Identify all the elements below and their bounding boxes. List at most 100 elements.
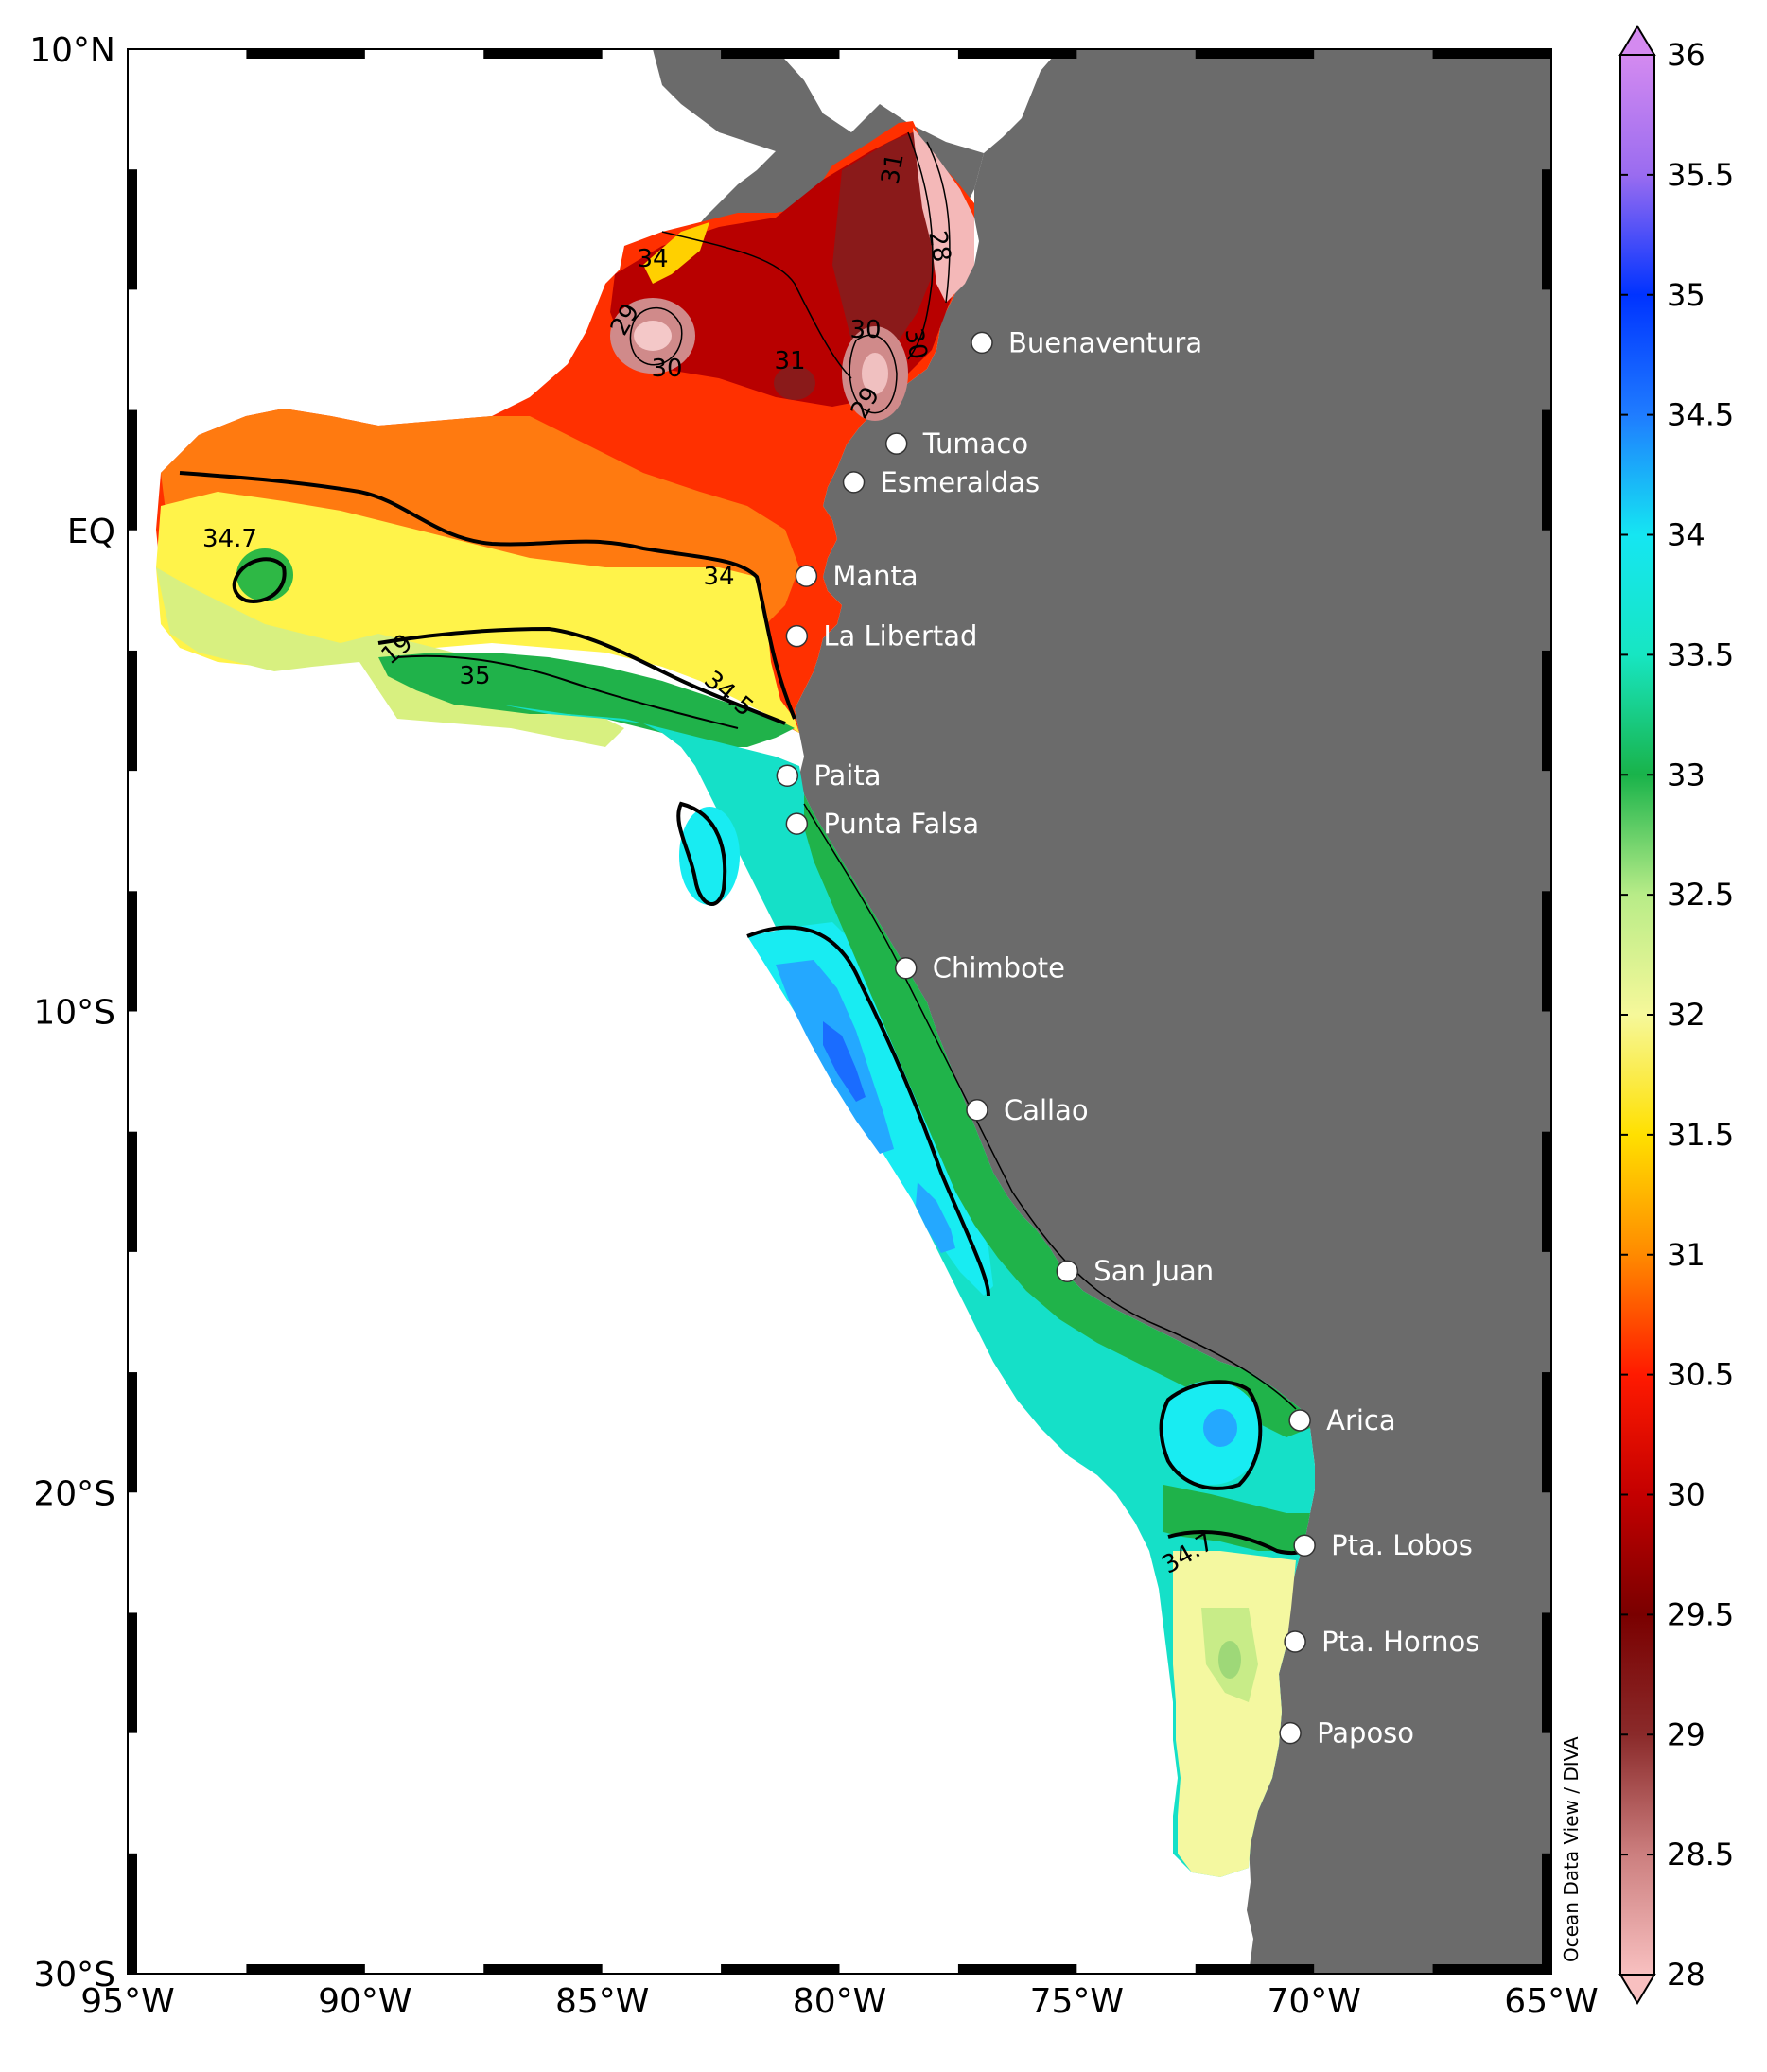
frame-tick bbox=[128, 169, 137, 290]
contour-label: 31 bbox=[774, 347, 805, 375]
frame-tick bbox=[128, 1612, 137, 1733]
city-label: Pta. Lobos bbox=[1331, 1529, 1473, 1561]
city-marker: Tumaco bbox=[884, 427, 1028, 460]
city-marker: Callao bbox=[966, 1094, 1089, 1126]
city-dot bbox=[1056, 1260, 1079, 1282]
frame-tick bbox=[128, 1372, 137, 1493]
city-dot bbox=[1288, 1409, 1311, 1432]
city-dot bbox=[795, 565, 818, 587]
contour-label: 30 bbox=[849, 316, 881, 344]
frame-tick bbox=[246, 49, 365, 59]
colorbar-tick-label: 30.5 bbox=[1667, 1357, 1734, 1393]
colorbar-tick-label: 34 bbox=[1667, 517, 1706, 553]
city-marker: Pta. Hornos bbox=[1284, 1626, 1479, 1658]
city-dot bbox=[966, 1099, 988, 1122]
colorbar-tick-label: 28 bbox=[1667, 1957, 1706, 1993]
city-marker: Paita bbox=[776, 759, 881, 792]
longitude-label: 65°W bbox=[1504, 1982, 1598, 2021]
longitude-label: 85°W bbox=[555, 1982, 649, 2021]
city-dot bbox=[1293, 1534, 1316, 1557]
city-label: Punta Falsa bbox=[823, 808, 979, 840]
frame-tick bbox=[1432, 49, 1551, 59]
colorbar-tick-label: 33.5 bbox=[1667, 636, 1734, 672]
frame-tick bbox=[1432, 1964, 1551, 1974]
frame-tick bbox=[1195, 49, 1315, 59]
colorbar: 36 35.5 35 34.5 34 33.5 33 32.5 32 31.5 31 30.5 30 29… bbox=[1618, 25, 1734, 2005]
longitude-labels: 95°W 90°W 85°W 80°W 75°W 70°W 65°W bbox=[80, 1982, 1598, 2021]
frame-tick bbox=[1542, 1372, 1551, 1493]
city-marker: San Juan bbox=[1056, 1255, 1214, 1287]
city-dot bbox=[1279, 1721, 1302, 1745]
city-label: Chimbote bbox=[933, 952, 1065, 984]
longitude-label: 75°W bbox=[1030, 1982, 1124, 2021]
city-marker: Paposo bbox=[1279, 1717, 1414, 1750]
credit-label: Ocean Data View / DIVA bbox=[1560, 1736, 1583, 1962]
city-marker: Esmeraldas bbox=[842, 466, 1041, 498]
frame-tick bbox=[721, 49, 840, 59]
longitude-label: 80°W bbox=[793, 1982, 886, 2021]
city-label: San Juan bbox=[1093, 1255, 1214, 1287]
colorbar-tick-label: 28.5 bbox=[1667, 1837, 1734, 1872]
latitude-labels: 10°N EQ 10°S 20°S 30°S bbox=[29, 31, 115, 1994]
colorbar-tick-label: 31 bbox=[1667, 1237, 1706, 1273]
city-marker: Chimbote bbox=[894, 952, 1065, 984]
longitude-label: 70°W bbox=[1267, 1982, 1360, 2021]
city-label: La Libertad bbox=[823, 620, 977, 653]
frame-tick bbox=[1542, 1131, 1551, 1252]
frame-tick bbox=[1542, 650, 1551, 772]
contour-label: 31 bbox=[876, 151, 909, 187]
city-marker: Buenaventura bbox=[971, 326, 1202, 358]
contour-label: 34 bbox=[703, 563, 734, 591]
colorbar-top-arrow bbox=[1618, 25, 1656, 56]
colorbar-tick-label: 30 bbox=[1667, 1477, 1706, 1513]
frame-tick bbox=[128, 1131, 137, 1252]
city-dot bbox=[785, 624, 809, 648]
city-label: Manta bbox=[832, 560, 918, 592]
latitude-label: 30°S bbox=[33, 1956, 115, 1994]
frame-tick bbox=[1542, 1612, 1551, 1733]
colorbar-tick-label: 32 bbox=[1667, 997, 1706, 1033]
longitude-label: 95°W bbox=[80, 1982, 174, 2021]
contour-label: 28 bbox=[922, 229, 955, 265]
latitude-label: 10°N bbox=[29, 31, 115, 70]
contour-label: 34 bbox=[637, 245, 668, 273]
frame-tick bbox=[957, 1964, 1077, 1974]
contour-label: 30 bbox=[899, 326, 932, 362]
colorbar-tick-label: 32.5 bbox=[1667, 877, 1734, 913]
city-label: Paposo bbox=[1317, 1717, 1414, 1750]
city-dot bbox=[1284, 1630, 1306, 1653]
contour-label: 34.7 bbox=[202, 525, 257, 553]
frame-tick bbox=[128, 409, 137, 531]
city-label: Callao bbox=[1004, 1094, 1089, 1126]
frame-ticks bbox=[127, 48, 1552, 1975]
colorbar-tick-label: 31.5 bbox=[1667, 1117, 1734, 1153]
city-label: Esmeraldas bbox=[881, 466, 1041, 498]
colorbar-tick-label: 29.5 bbox=[1667, 1596, 1734, 1632]
city-label: Buenaventura bbox=[1008, 326, 1202, 358]
frame-tick bbox=[721, 1964, 840, 1974]
city-marker: Punta Falsa bbox=[785, 808, 979, 840]
salinity-field bbox=[156, 121, 1315, 1877]
frame-tick bbox=[1542, 891, 1551, 1012]
frame-tick bbox=[128, 891, 137, 1012]
contour-label: 30 bbox=[651, 355, 682, 383]
colorbar-tick-label: 34.5 bbox=[1667, 397, 1734, 433]
colorbar-tick-label: 29 bbox=[1667, 1716, 1706, 1752]
city-dot bbox=[971, 331, 993, 355]
colorbar-tick-label: 35.5 bbox=[1667, 157, 1734, 193]
city-label: Paita bbox=[814, 759, 881, 792]
frame-tick bbox=[483, 49, 603, 59]
frame-tick bbox=[1542, 1853, 1551, 1974]
frame-tick bbox=[957, 49, 1077, 59]
frame-tick bbox=[1542, 169, 1551, 290]
frame-tick bbox=[246, 1964, 365, 1974]
longitude-label: 90°W bbox=[318, 1982, 411, 2021]
colorbar-bottom-arrow bbox=[1618, 1974, 1656, 2005]
latitude-label: 10°S bbox=[33, 994, 115, 1033]
colorbar-tick-label: 35 bbox=[1667, 277, 1706, 313]
frame-tick bbox=[128, 650, 137, 772]
city-marker: La Libertad bbox=[785, 620, 977, 653]
colorbar-tick-label: 33 bbox=[1667, 757, 1706, 792]
frame-tick bbox=[128, 1853, 137, 1974]
colorbar-tick-label: 36 bbox=[1667, 37, 1706, 73]
